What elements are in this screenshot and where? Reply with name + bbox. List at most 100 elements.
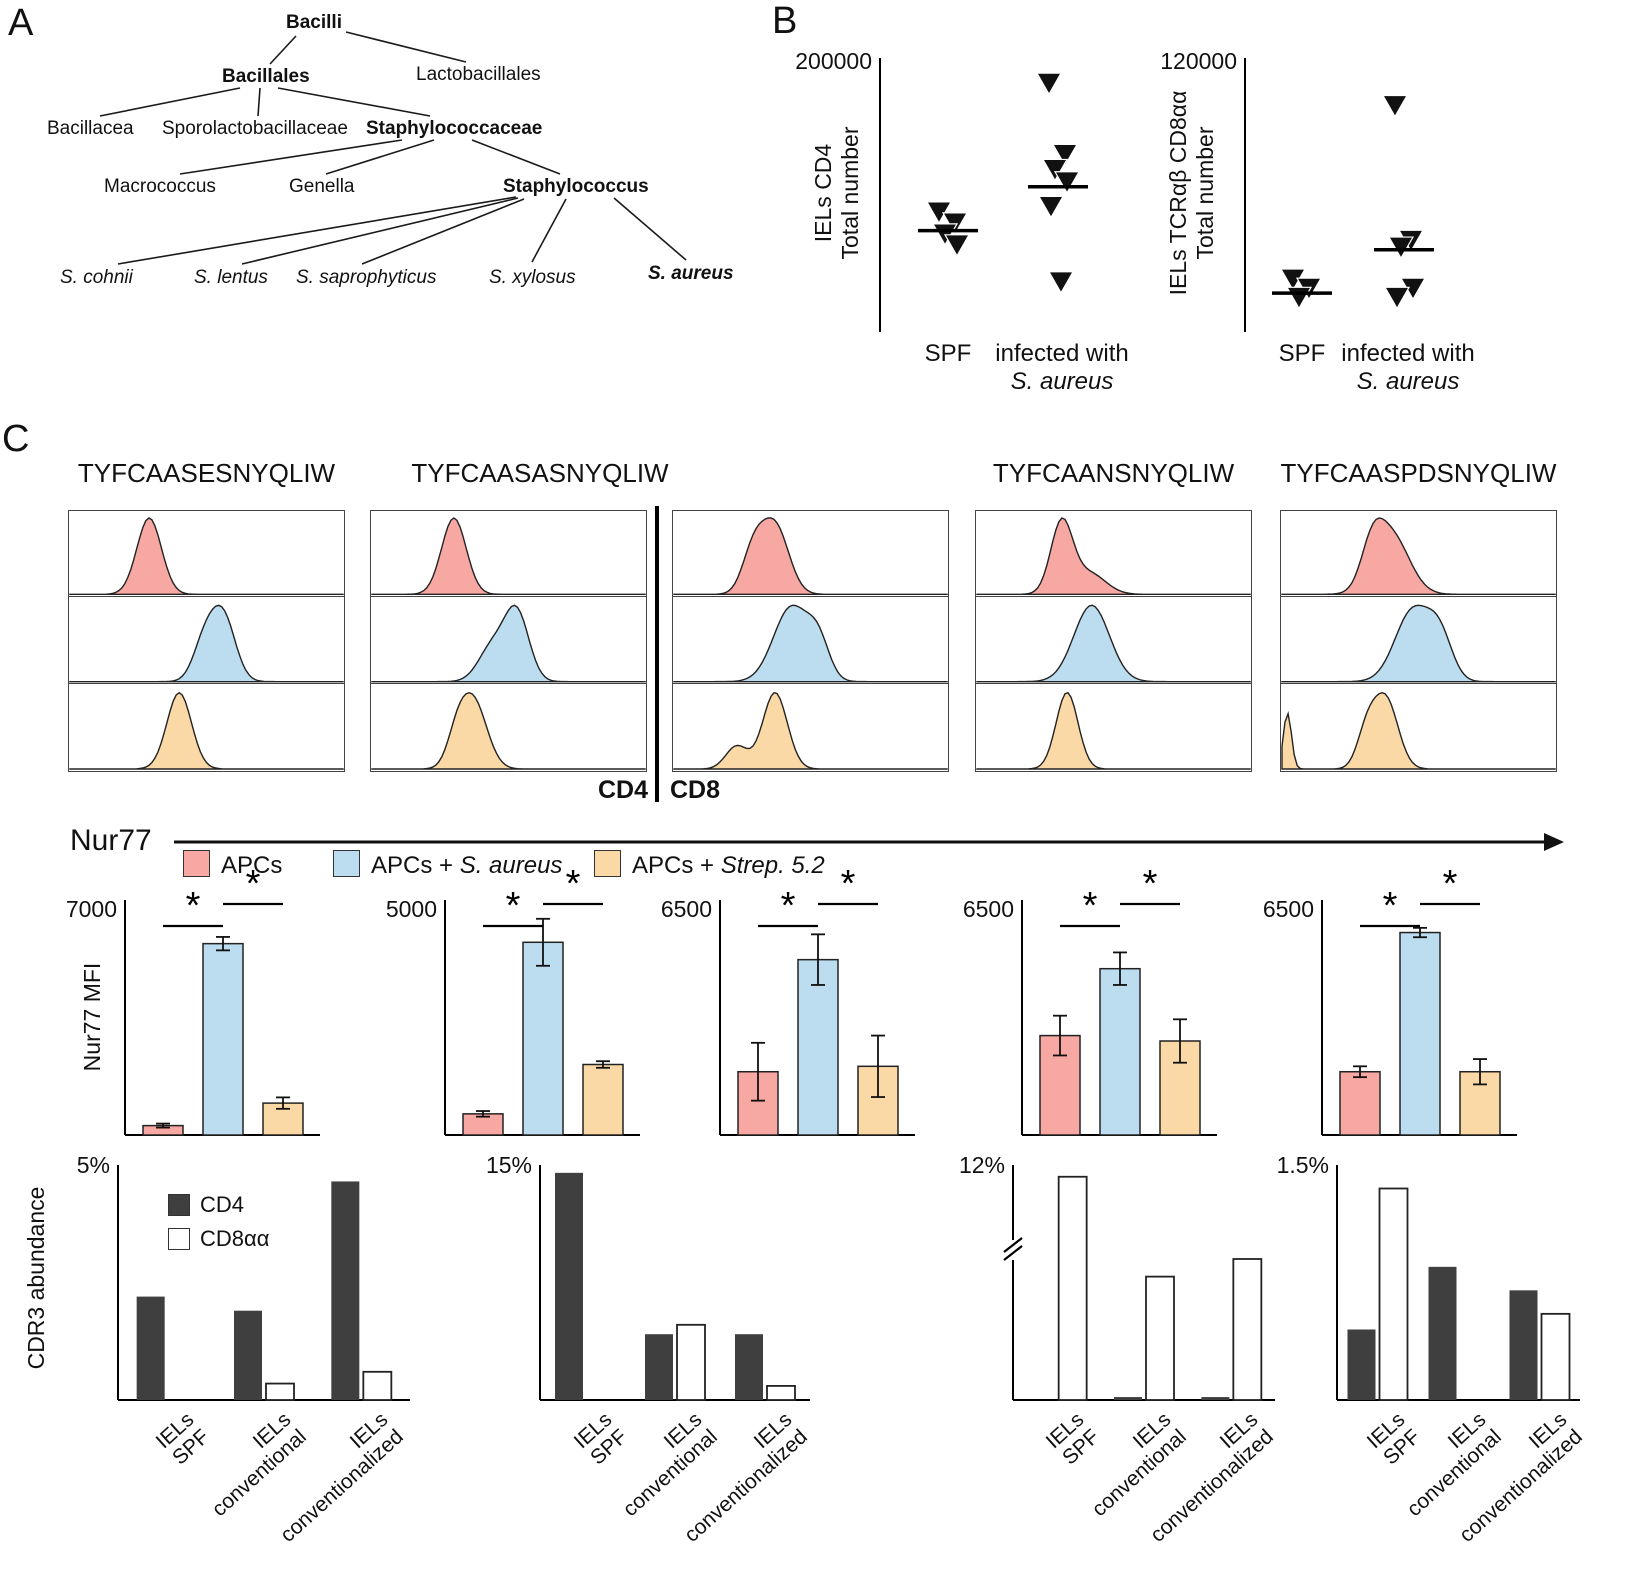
bar [1159, 1040, 1201, 1136]
hist-row-apc-saureus [673, 597, 948, 684]
legend-strep-text: APCs + [632, 852, 721, 879]
bar [582, 1063, 624, 1136]
bar [1339, 1070, 1381, 1136]
taxon-sporolactobacillaceae: Sporolactobacillaceae [162, 118, 348, 139]
hist-row-apc-strep [69, 684, 344, 770]
cdr3-title-4: TYFCAASPDSNYQLIW [1280, 458, 1557, 488]
hist-row-apc [976, 511, 1251, 598]
taxon-bacillacea: Bacillacea [47, 118, 134, 139]
taxon-staphylococcaceae: Staphylococcaceae [366, 118, 543, 139]
nur77-mfi-ylabel: Nur77 MFI [79, 962, 105, 1072]
significance-asterisk: * [566, 863, 581, 905]
data-point-triangle [1047, 271, 1075, 294]
legend-swatch-cd8aa [168, 1228, 190, 1250]
significance-asterisk: * [506, 885, 521, 927]
bar [522, 941, 564, 1136]
density-curve-apc_saureus [673, 604, 948, 683]
legend-apc-text: APCs [221, 852, 283, 879]
histogram-frame-4 [975, 510, 1252, 772]
significance-asterisk: * [781, 885, 796, 927]
legend-swatch-cd4 [168, 1194, 190, 1216]
bar [202, 942, 244, 1136]
significance-asterisk: * [841, 863, 856, 905]
panel-a-label: A [8, 2, 34, 44]
cd8aa-bar [1540, 1312, 1571, 1401]
scatter2-ymax: 120000 [1160, 48, 1237, 74]
cd4-bar [1347, 1329, 1376, 1400]
axis-break [1003, 1237, 1023, 1253]
significance-asterisk: * [246, 863, 261, 905]
mfi4-ymax: 6500 [962, 896, 1014, 922]
scatter1-xlabel-infected-line2: S. aureus [1010, 368, 1114, 395]
scatter1-ymax: 200000 [795, 48, 872, 74]
legend-swatch-apc [183, 850, 210, 877]
cd4-bar [136, 1296, 165, 1400]
cd4-cd8-divider [655, 506, 659, 802]
taxon-macrococcus: Macrococcus [104, 176, 216, 197]
cd4-bar [1114, 1397, 1142, 1400]
hist-row-apc-strep [976, 684, 1251, 770]
density-curve-apc_strep [976, 691, 1251, 770]
bar [797, 958, 839, 1136]
taxon-s-cohnii: S. cohnii [60, 267, 133, 288]
panel-b-label: B [772, 0, 798, 42]
cdr3-title-2: TYFCAASASNYQLIW [411, 458, 669, 488]
hist-row-apc-strep [371, 684, 646, 770]
taxon-bacilli: Bacilli [286, 12, 342, 33]
cd4-bar [1201, 1397, 1230, 1400]
cdr3-chart1-ymax: 5% [76, 1152, 110, 1178]
legend-label-apc: APCs [221, 852, 282, 880]
cd8aa-bar [1378, 1187, 1409, 1401]
legend-swatch-apc-saureus [333, 850, 360, 877]
mfi2-ymax: 5000 [385, 896, 437, 922]
taxon-lactobacillales: Lactobacillales [416, 64, 541, 85]
scatter1-xlabel-infected: infected with S. aureus [952, 340, 1172, 396]
axis-break [1003, 1245, 1023, 1261]
panel-c-label: C [2, 418, 30, 460]
taxon-staphylococcus: Staphylococcus [503, 176, 649, 197]
nur77-axis-arrow [174, 833, 1564, 851]
cd4-bar [1428, 1266, 1457, 1400]
hist-row-apc-strep [1281, 684, 1556, 770]
nur77-axis-label: Nur77 [70, 824, 152, 857]
hist-row-apc-strep [673, 684, 948, 770]
data-point-triangle [1383, 286, 1411, 310]
data-point-triangle [1041, 158, 1069, 182]
cd4-bar [234, 1310, 262, 1400]
cd8aa-bar [1232, 1258, 1263, 1401]
significance-asterisk: * [1143, 863, 1158, 905]
cd4-bar [645, 1334, 673, 1400]
legend-label-cd8aa: CD8αα [200, 1226, 270, 1251]
density-curve-apc [69, 517, 344, 596]
significance-asterisk: * [1383, 885, 1398, 927]
legend-label-apc-saureus: APCs + S. aureus [371, 852, 562, 880]
hist-row-apc-saureus [1281, 597, 1556, 684]
data-point-triangle [1035, 72, 1063, 96]
legend-label-cd4: CD4 [200, 1192, 245, 1217]
taxon-s-xylosus: S. xylosus [489, 267, 576, 288]
cd4-bar [1509, 1290, 1538, 1400]
data-point-triangle [1051, 143, 1079, 167]
hist-row-apc [371, 511, 646, 598]
cd4-bar [555, 1172, 583, 1400]
density-curve-apc_strep [673, 691, 948, 770]
data-point-triangle [1053, 171, 1081, 194]
hist-row-apc-saureus [69, 597, 344, 684]
cdr3-chart3-ymax: 12% [958, 1152, 1005, 1178]
density-curve-apc_saureus [69, 604, 344, 683]
mfi3-ymax: 6500 [660, 896, 712, 922]
significance-asterisk: * [186, 885, 201, 927]
legend-label-apc-strep: APCs + Strep. 5.2 [632, 852, 825, 880]
axis-break-mask [1004, 1240, 1022, 1260]
legend-swatch-apc-strep [594, 850, 621, 877]
density-curve-apc [976, 517, 1251, 596]
data-point-triangle [943, 234, 971, 258]
cd4-bar [735, 1334, 763, 1400]
histogram-frame-1 [68, 510, 345, 772]
taxon-s-lentus: S. lentus [194, 267, 268, 288]
density-curve-apc [1281, 517, 1556, 596]
bar [1399, 931, 1441, 1136]
